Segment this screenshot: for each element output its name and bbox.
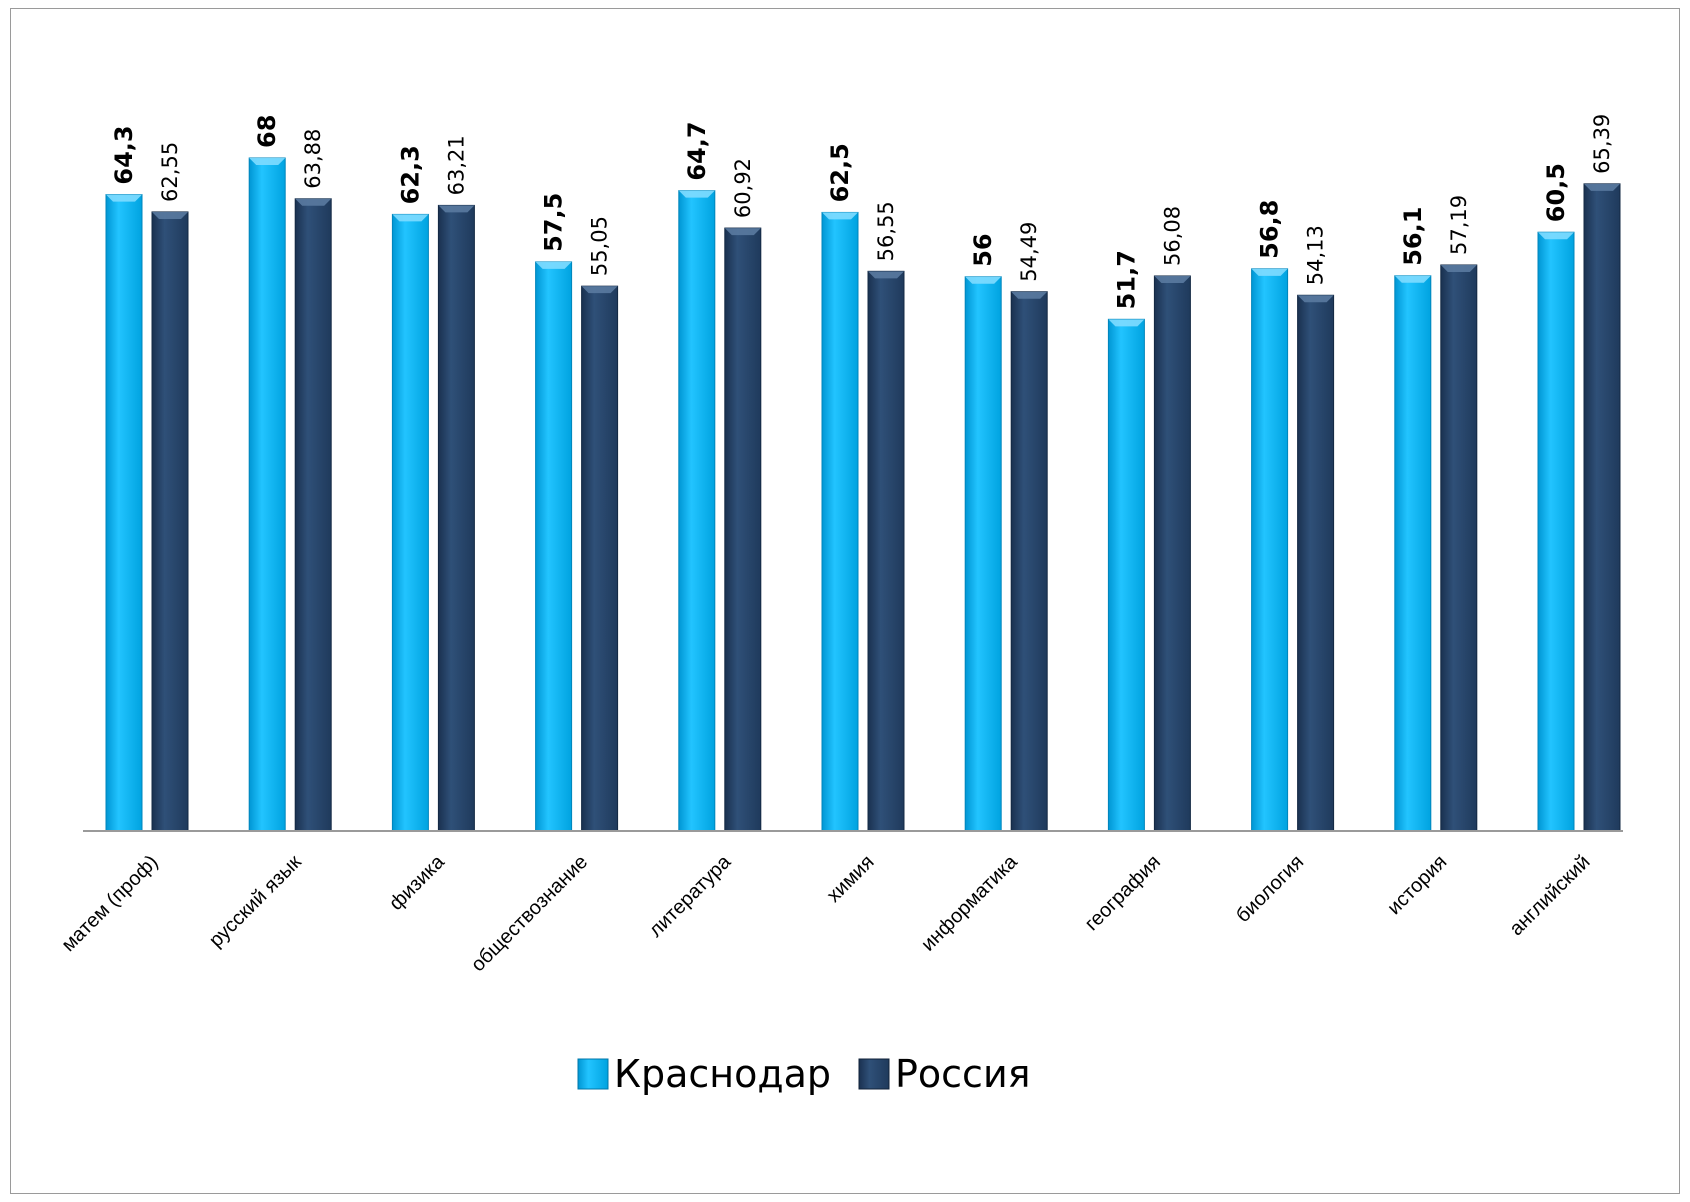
bar-cap-krasnodar-2	[392, 214, 429, 222]
data-label-krasnodar-3: 57,5	[540, 193, 568, 252]
bar-cap-russia-1	[295, 198, 332, 206]
bar-cap-krasnodar-6	[965, 276, 1002, 284]
bar-cap-krasnodar-10	[1538, 232, 1574, 240]
bar-cap-russia-10	[1584, 183, 1620, 191]
category-label-7: география	[1081, 851, 1165, 935]
data-label-russia-5: 56,55	[874, 201, 898, 261]
data-label-russia-6: 54,49	[1017, 222, 1041, 282]
bar-krasnodar-2	[391, 213, 429, 832]
category-label-1: русский язык	[205, 851, 306, 952]
data-label-russia-0: 62,55	[158, 142, 182, 202]
data-label-krasnodar-6: 56	[969, 233, 997, 266]
category-label-3: обществознание	[467, 851, 592, 976]
category-label-6: информатика	[917, 850, 1022, 955]
data-label-russia-7: 56,08	[1160, 206, 1184, 266]
bar-krasnodar-7	[1107, 318, 1145, 832]
bar-krasnodar-3	[535, 261, 573, 832]
bar-cap-russia-5	[868, 271, 904, 279]
bar-cap-russia-3	[581, 286, 618, 294]
legend: Краснодар Россия	[577, 1052, 1031, 1096]
bar-russia-8	[1297, 294, 1335, 832]
bar-russia-6	[1010, 291, 1048, 832]
data-label-krasnodar-0: 64,3	[110, 125, 138, 184]
bar-russia-5	[867, 270, 905, 832]
data-label-russia-4: 60,92	[731, 158, 755, 218]
bar-cap-krasnodar-4	[678, 190, 715, 198]
data-label-russia-2: 63,21	[444, 135, 468, 195]
bar-cap-krasnodar-8	[1251, 268, 1288, 276]
legend-label-krasnodar: Краснодар	[614, 1052, 831, 1096]
bar-russia-1	[294, 198, 332, 832]
bar-krasnodar-5	[821, 211, 859, 832]
legend-swatch-krasnodar	[577, 1058, 609, 1090]
data-label-russia-10: 65,39	[1590, 114, 1614, 174]
bar-russia-4	[724, 227, 762, 832]
bar-cap-krasnodar-0	[106, 194, 142, 202]
bar-cap-krasnodar-7	[1108, 319, 1145, 327]
data-label-krasnodar-1: 68	[253, 115, 281, 148]
bar-russia-9	[1440, 264, 1478, 832]
bar-cap-russia-9	[1440, 264, 1477, 272]
bar-russia-3	[581, 285, 619, 832]
bar-cap-russia-6	[1011, 291, 1048, 299]
bar-cap-krasnodar-5	[822, 212, 858, 220]
chart-frame: 64,3 62,55 матем (проф) 68 63,88 русский язык…	[10, 8, 1680, 1194]
data-label-krasnodar-10: 60,5	[1542, 163, 1570, 222]
bar-cap-krasnodar-3	[535, 261, 572, 269]
data-label-russia-3: 55,05	[588, 216, 612, 276]
data-label-krasnodar-5: 62,5	[826, 143, 854, 202]
data-label-russia-8: 54,13	[1304, 225, 1328, 285]
legend-swatch-russia	[858, 1058, 890, 1090]
bar-cap-krasnodar-9	[1394, 275, 1431, 283]
data-label-krasnodar-4: 64,7	[683, 121, 711, 180]
bar-russia-7	[1153, 275, 1191, 832]
category-label-8: биология	[1232, 851, 1308, 927]
bar-russia-2	[437, 204, 475, 832]
data-label-krasnodar-7: 51,7	[1112, 250, 1140, 309]
data-label-krasnodar-8: 56,8	[1256, 200, 1284, 259]
category-label-5: химия	[823, 851, 879, 907]
bar-cap-russia-4	[724, 228, 761, 236]
category-label-2: физика	[385, 850, 449, 914]
bar-cap-russia-2	[438, 205, 475, 213]
bar-krasnodar-6	[964, 276, 1002, 832]
bar-krasnodar-10	[1537, 231, 1575, 832]
bar-cap-krasnodar-1	[249, 158, 286, 165]
bars-layer	[105, 157, 1621, 832]
category-label-4: литература	[645, 850, 736, 941]
data-label-krasnodar-9: 56,1	[1399, 207, 1427, 266]
data-label-krasnodar-2: 62,3	[396, 145, 424, 204]
bar-krasnodar-1	[248, 157, 286, 832]
data-label-russia-9: 57,19	[1447, 195, 1471, 255]
bar-krasnodar-0	[105, 194, 143, 832]
category-label-9: история	[1383, 851, 1451, 919]
chart-svg: 64,3 62,55 матем (проф) 68 63,88 русский язык…	[57, 114, 1623, 1096]
bar-russia-10	[1583, 183, 1621, 832]
data-label-russia-1: 63,88	[301, 129, 325, 189]
category-label-0: матем (проф)	[57, 851, 162, 956]
bar-cap-russia-0	[152, 211, 188, 219]
legend-label-russia: Россия	[895, 1052, 1031, 1096]
bar-krasnodar-9	[1394, 275, 1432, 832]
bar-krasnodar-8	[1251, 268, 1289, 832]
category-label-10: английский	[1505, 851, 1594, 940]
bar-cap-russia-8	[1297, 295, 1334, 303]
bar-krasnodar-4	[678, 190, 716, 832]
bar-russia-0	[151, 211, 189, 832]
bar-cap-russia-7	[1154, 275, 1191, 283]
